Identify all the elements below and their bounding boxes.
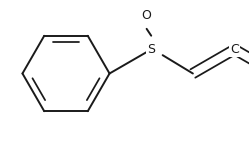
Text: O: O: [142, 9, 152, 22]
Text: C: C: [230, 43, 239, 56]
Text: S: S: [147, 43, 155, 56]
